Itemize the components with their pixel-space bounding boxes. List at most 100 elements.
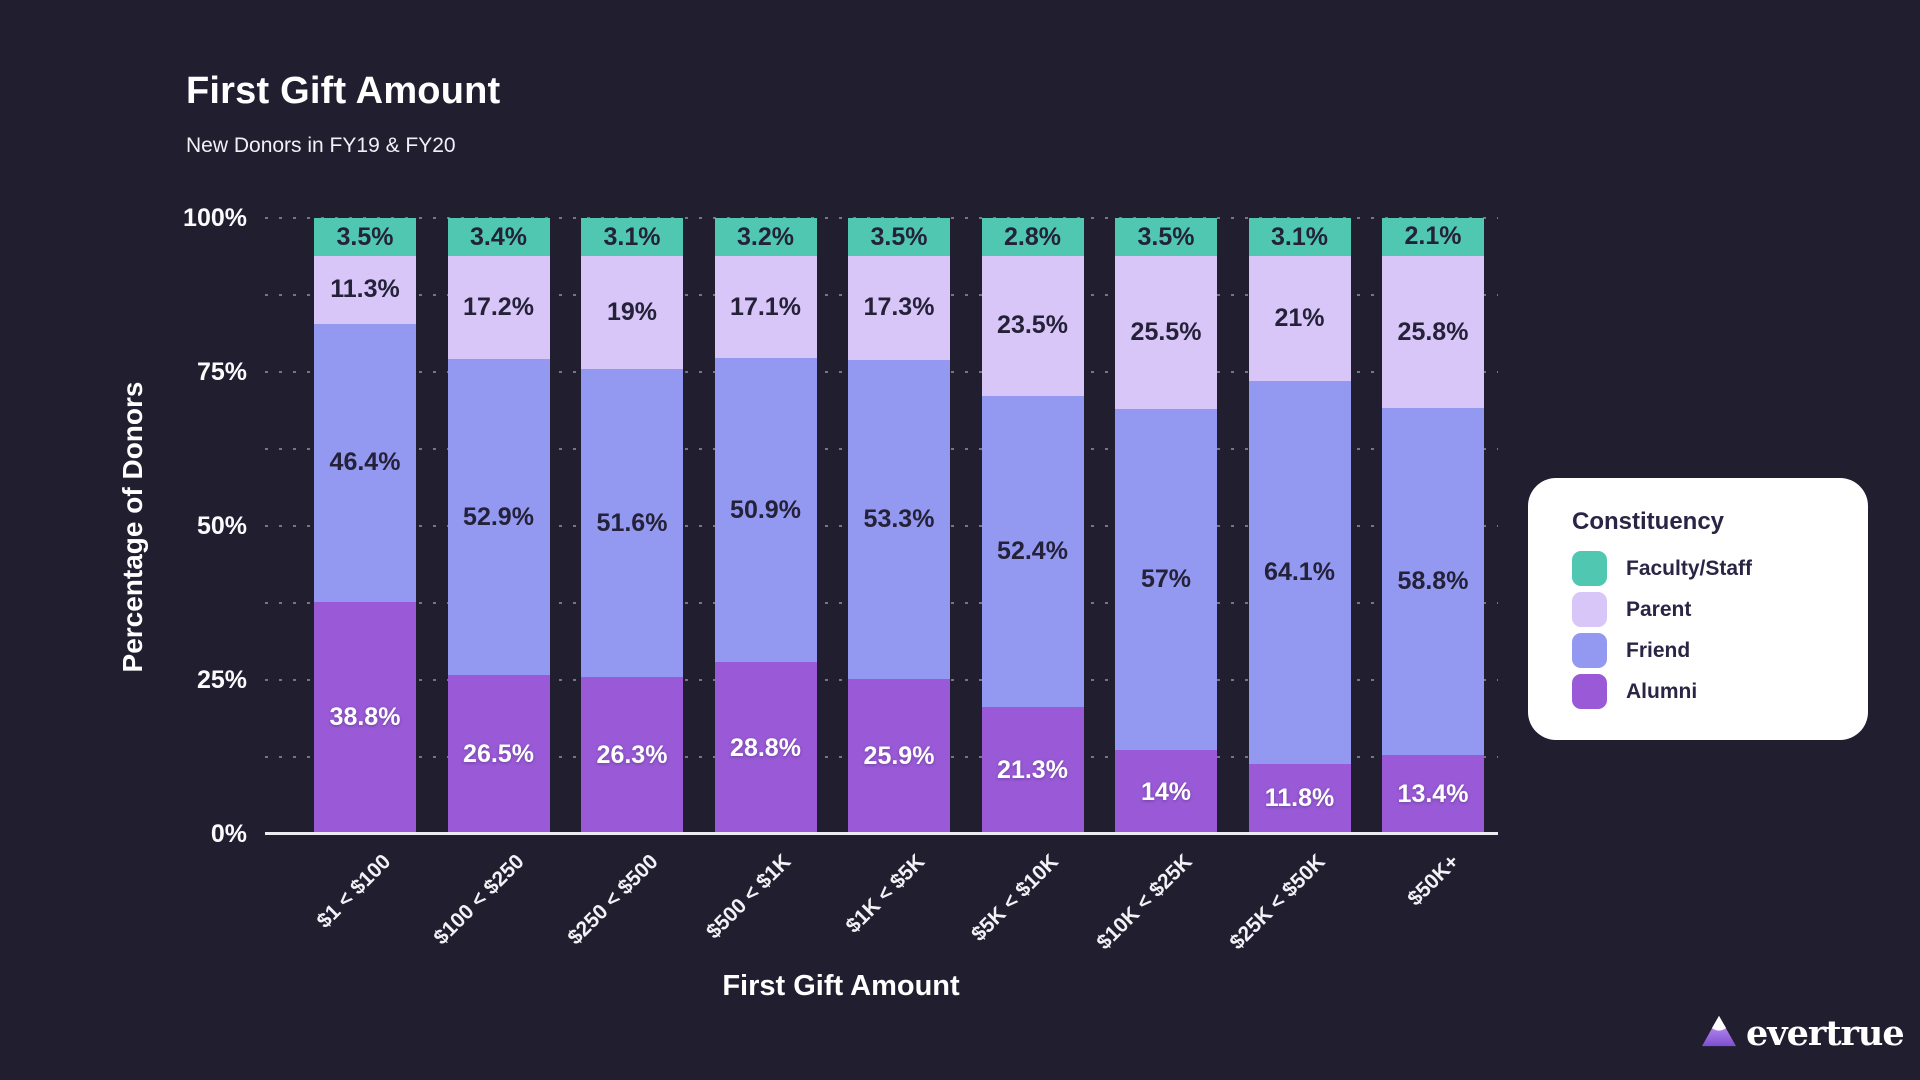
segment-faculty-staff: 3.5%	[1115, 218, 1217, 256]
evertrue-logo: evertrue	[1700, 1013, 1905, 1054]
y-tick-label: 50%	[196, 512, 247, 540]
segment-value-label: 21.3%	[997, 756, 1068, 785]
x-tick-label: $10K < $25K	[1092, 850, 1197, 955]
bar--250-500: 26.3% 51.6% 19% 3.1%	[581, 218, 683, 834]
segment-parent: 25.8%	[1382, 255, 1484, 409]
segment-parent: 17.1%	[714, 256, 817, 359]
legend-item: Parent	[1572, 592, 1868, 627]
legend-swatch-friend	[1572, 633, 1607, 668]
y-tick-label: 0%	[210, 820, 247, 848]
segment-friend: 57%	[1115, 408, 1217, 751]
segment-alumni: 11.8%	[1248, 763, 1351, 834]
segment-value-label: 3.4%	[470, 222, 527, 251]
segment-value-label: 25.9%	[863, 741, 935, 770]
segment-value-label: 3.5%	[336, 222, 394, 251]
y-axis-title: Percentage of Donors	[117, 381, 148, 673]
segment-value-label: 26.3%	[596, 741, 668, 770]
bar--1k-5k: 25.9% 53.3% 17.3% 3.5%	[848, 218, 950, 834]
segment-friend: 52.4%	[981, 395, 1084, 708]
segment-value-label: 64.1%	[1264, 557, 1335, 586]
bar--500-1k: 28.8% 50.9% 17.1% 3.2%	[714, 218, 817, 834]
x-tick-label: $100 < $250	[429, 850, 529, 950]
legend-swatch-faculty-staff	[1572, 551, 1607, 586]
segment-faculty-staff: 2.1%	[1382, 217, 1484, 256]
segment-value-label: 52.9%	[463, 502, 534, 531]
x-tick-label: $1K < $5K	[841, 850, 930, 938]
segment-value-label: 28.8%	[730, 733, 801, 762]
segment-value-label: 23.5%	[997, 311, 1068, 340]
segment-alumni: 14%	[1115, 750, 1217, 834]
legend-item-label: Friend	[1626, 638, 1691, 662]
legend-item: Alumni	[1572, 674, 1868, 709]
segment-faculty-staff: 3.5%	[314, 218, 416, 256]
segment-value-label: 13.4%	[1397, 779, 1469, 808]
segment-value-label: 21%	[1274, 304, 1325, 333]
segment-parent: 25.5%	[1115, 256, 1217, 409]
segment-faculty-staff: 3.4%	[447, 218, 550, 256]
segment-faculty-staff: 3.5%	[848, 218, 950, 256]
segment-parent: 21%	[1248, 256, 1351, 382]
logo-wordmark: evertrue	[1746, 1013, 1905, 1054]
segment-value-label: 11.3%	[330, 275, 400, 304]
plot-area: 38.8% 46.4% 11.3% 3.5% 26.5% 52.9% 17.2% 3.4% 26…	[265, 217, 1498, 835]
segment-value-label: 3.5%	[870, 222, 928, 251]
bar--50k-: 13.4% 58.8% 25.8% 2.1%	[1382, 217, 1484, 834]
segment-value-label: 17.1%	[730, 292, 801, 321]
bar--10k-25k: 14% 57% 25.5% 3.5%	[1115, 218, 1217, 834]
segment-parent: 17.3%	[848, 256, 950, 360]
x-tick-label: $5K < $10K	[966, 850, 1063, 946]
segment-value-label: 19%	[606, 298, 658, 327]
segment-value-label: 51.6%	[596, 508, 668, 537]
x-tick-label: $250 < $500	[563, 850, 663, 950]
legend-item-label: Alumni	[1626, 679, 1698, 703]
segment-value-label: 46.4%	[329, 448, 401, 477]
x-tick-label: $25K < $50K	[1225, 850, 1330, 955]
y-tick-label: 100%	[183, 204, 247, 232]
segment-value-label: 17.2%	[463, 292, 534, 321]
x-tick-label: $500 < $1K	[702, 850, 796, 944]
segment-parent: 11.3%	[314, 256, 416, 324]
segment-value-label: 11.8%	[1264, 784, 1335, 813]
segment-value-label: 3.1%	[603, 222, 661, 251]
segment-friend: 50.9%	[714, 358, 817, 663]
bar--5k-10k: 21.3% 52.4% 23.5% 2.8%	[981, 218, 1084, 834]
segment-value-label: 53.3%	[863, 504, 935, 533]
legend-items: Faculty/Staff Parent Friend Alumni	[1572, 551, 1868, 709]
legend-swatch-parent	[1572, 592, 1607, 627]
segment-faculty-staff: 2.8%	[981, 218, 1084, 256]
segment-value-label: 3.2%	[737, 222, 794, 251]
x-axis-line	[265, 832, 1498, 835]
segment-alumni: 26.3%	[581, 677, 683, 834]
segment-friend: 64.1%	[1248, 381, 1351, 764]
bars-row: 38.8% 46.4% 11.3% 3.5% 26.5% 52.9% 17.2% 3.4% 26…	[314, 217, 1484, 834]
legend-title: Constituency	[1572, 508, 1725, 535]
segment-parent: 23.5%	[981, 256, 1084, 396]
y-tick-label: 75%	[196, 358, 247, 386]
segment-alumni: 28.8%	[714, 662, 817, 834]
segment-value-label: 3.1%	[1271, 222, 1328, 251]
segment-value-label: 2.1%	[1404, 222, 1462, 251]
legend-swatch-alumni	[1572, 674, 1607, 709]
bar--1-100: 38.8% 46.4% 11.3% 3.5%	[314, 218, 416, 834]
legend: Constituency Faculty/Staff Parent Friend Al…	[1528, 478, 1868, 740]
page-title: First Gift Amount	[186, 70, 501, 112]
x-tick-label: $1 < $100	[312, 850, 396, 933]
segment-faculty-staff: 3.1%	[1248, 218, 1351, 256]
segment-friend: 58.8%	[1382, 408, 1484, 755]
bar--100-250: 26.5% 52.9% 17.2% 3.4%	[447, 218, 550, 834]
legend-item: Faculty/Staff	[1572, 551, 1868, 586]
segment-parent: 17.2%	[447, 256, 550, 359]
segment-alumni: 13.4%	[1382, 754, 1484, 834]
segment-friend: 53.3%	[848, 359, 950, 679]
segment-value-label: 17.3%	[863, 293, 935, 322]
segment-alumni: 21.3%	[981, 707, 1084, 834]
legend-item-label: Parent	[1626, 597, 1692, 621]
legend-item: Friend	[1572, 633, 1868, 668]
y-tick-label: 25%	[196, 666, 247, 694]
segment-faculty-staff: 3.2%	[714, 218, 817, 256]
x-axis-title: First Gift Amount	[722, 970, 960, 1002]
segment-value-label: 25.5%	[1130, 317, 1202, 346]
segment-value-label: 14%	[1140, 777, 1192, 806]
segment-friend: 46.4%	[314, 323, 416, 602]
logo-mountain-icon	[1700, 1014, 1738, 1053]
